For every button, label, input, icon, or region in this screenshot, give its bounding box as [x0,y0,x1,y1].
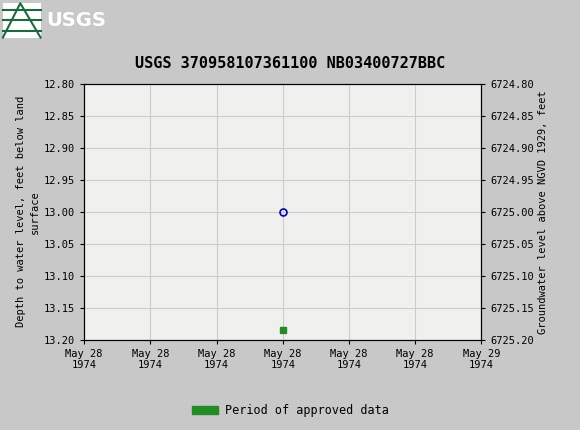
Y-axis label: Groundwater level above NGVD 1929, feet: Groundwater level above NGVD 1929, feet [538,90,548,334]
Legend: Period of approved data: Period of approved data [187,399,393,422]
Text: USGS: USGS [46,11,106,30]
Y-axis label: Depth to water level, feet below land
surface: Depth to water level, feet below land su… [16,96,39,327]
Text: USGS 370958107361100 NB03400727BBC: USGS 370958107361100 NB03400727BBC [135,56,445,71]
Bar [3,3,41,37]
